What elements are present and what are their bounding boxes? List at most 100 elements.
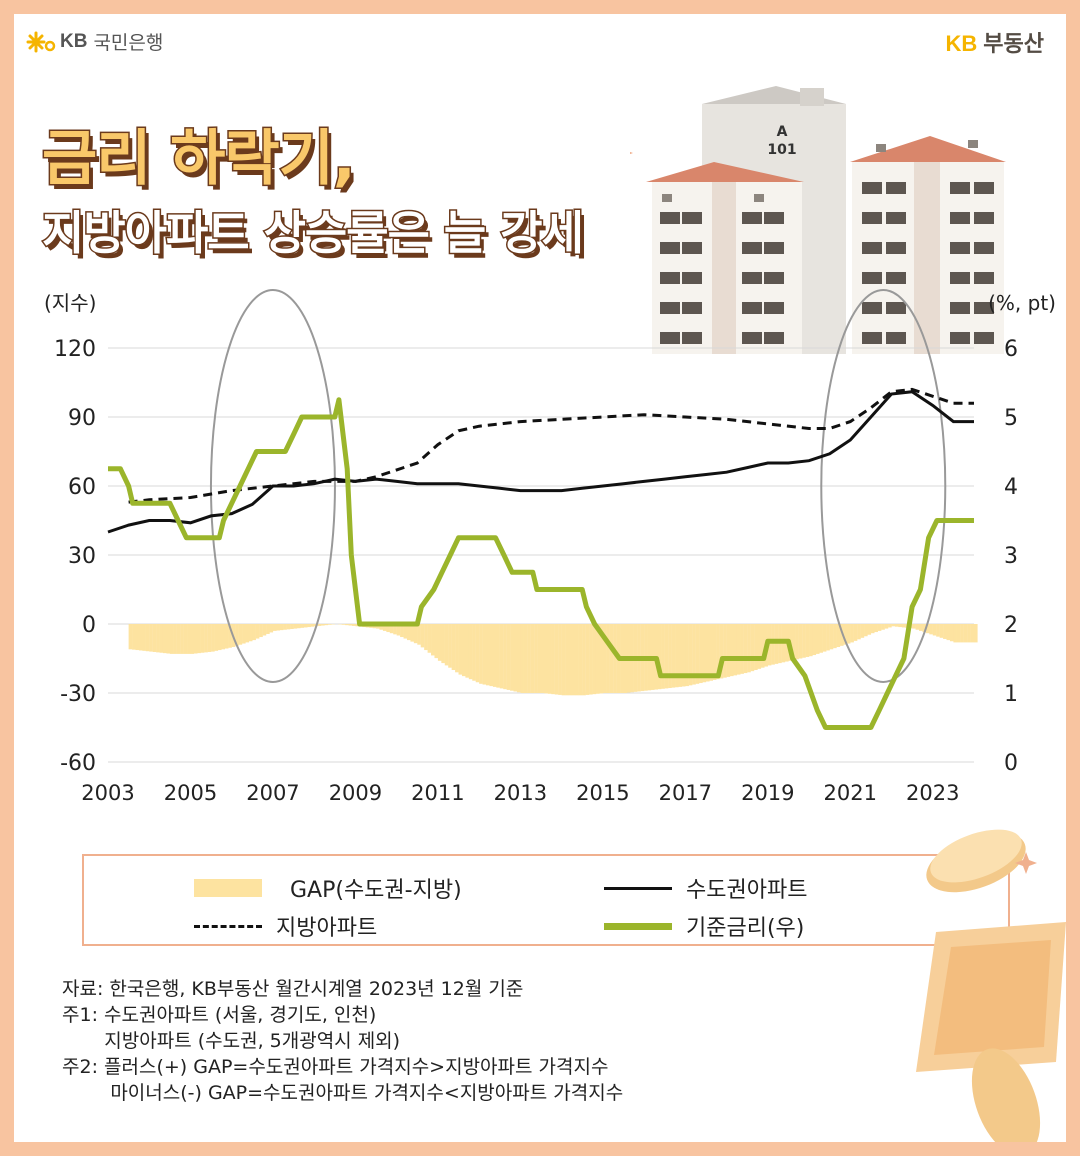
gap-bar [310,624,315,627]
x-tick-label: 2015 [576,781,629,805]
gap-bar [712,624,717,680]
source-notes: 자료: 한국은행, KB부동산 월간시계열 2023년 12월 기준 주1: 수… [62,976,623,1106]
gap-bar [733,624,738,676]
gap-bar [242,624,246,644]
window-icon [862,182,882,194]
gap-bar [881,624,885,630]
logo-right-kb: KB [945,31,978,56]
gap-bar [417,624,421,645]
legend-capital-swatch [604,886,672,890]
window-icon [974,212,994,224]
gap-bar [406,624,411,641]
coins-illustration [916,829,1066,1142]
window-icon [660,302,680,314]
gap-bar [716,624,720,680]
window-icon [682,302,702,314]
window-icon [742,242,762,254]
window-icon [886,182,906,194]
gap-bar [523,624,528,693]
gap-bar [870,624,875,634]
window-icon [682,272,702,284]
gap-bar [681,624,686,687]
window-icon [950,182,970,194]
gap-bar [558,624,562,695]
gap-bar [678,624,683,687]
gap-bar [503,624,507,690]
gap-bar [465,624,469,678]
note-line: 주2: 플러스(+) GAP=수도권아파트 가격지수>지방아파트 가격지수 [62,1056,609,1078]
gap-bar [836,624,841,647]
legend-capital-label: 수도권아파트 [686,878,808,903]
gap-bar [915,624,920,630]
gap-bar [317,624,322,626]
x-tick-label: 2005 [164,781,217,805]
gap-bar [197,624,201,654]
highlight-ellipse [820,289,947,683]
gap-bar [953,624,957,643]
gap-bar [960,624,964,643]
y-left-tick-label: 60 [68,475,96,500]
gap-bar [424,624,428,651]
gap-bar [791,624,796,661]
gap-bar [675,624,679,688]
gap-bar [530,624,535,693]
gap-bar [833,624,837,649]
gap-bar [537,624,542,693]
gap-bar [901,624,906,628]
gap-bar [200,624,205,653]
chart-area: (지수) (%, pt) 120 90 60 30 0 -30 -60 6 5 4 3 2 1 0 2003 20… [44,289,1056,805]
gap-bar [544,624,549,694]
legend-rate-swatch [604,922,672,930]
window-icon [660,212,680,224]
gap-bar [860,624,865,638]
gap-bar [162,624,167,654]
gap-bar [919,624,923,631]
gap-bar [269,624,274,633]
window-icon [660,272,680,284]
gap-bar [894,624,899,627]
gap-bar [750,624,755,672]
gap-bar [736,624,741,675]
window-icon [764,212,784,224]
gap-bar [702,624,707,683]
gap-bar [565,624,569,696]
gap-bar [946,624,951,641]
window-icon [974,182,994,194]
note-line: 마이너스(-) GAP=수도권아파트 가격지수<지방아파트 가격지수 [62,1082,624,1104]
x-tick-label: 2013 [494,781,547,805]
gap-bar [925,624,930,634]
title-line-2: 지방아파트 상승률은 늘 강세 [41,205,586,262]
gap-bar [884,624,889,629]
gap-bar [554,624,559,695]
gap-bar [156,624,160,653]
y-right-tick-label: 5 [1004,406,1018,431]
legend-region-label: 지방아파트 [276,916,378,941]
gap-bar [276,624,280,631]
gap-bar [520,624,524,693]
legend-gap: GAP(수도권-지방) [194,872,462,904]
gap-bar [898,624,902,628]
window-icon [660,242,680,254]
gap-bar [534,624,538,693]
gap-bar [492,624,497,687]
note-line: 주1: 수도권아파트 (서울, 경기도, 인천) [62,1004,377,1026]
y-right-tick-label: 6 [1004,337,1018,362]
gap-bar [609,624,614,693]
legend-region-swatch [194,924,262,928]
gap-bar [589,624,593,695]
gap-bar [400,624,404,638]
gap-bar [211,624,215,652]
gap-bar [451,624,456,670]
y-left-tick-label: 120 [54,337,96,362]
x-tick-label: 2011 [411,781,464,805]
gap-bar [592,624,597,695]
gap-bar [379,624,384,630]
y-left-tick-label: 30 [68,544,96,569]
gap-bar [173,624,177,654]
gap-bar [348,624,353,626]
window-icon [974,302,994,314]
gap-bar [812,624,817,656]
gap-bar [671,624,676,688]
x-tick-label: 2003 [81,781,134,805]
gap-bar [437,624,442,661]
